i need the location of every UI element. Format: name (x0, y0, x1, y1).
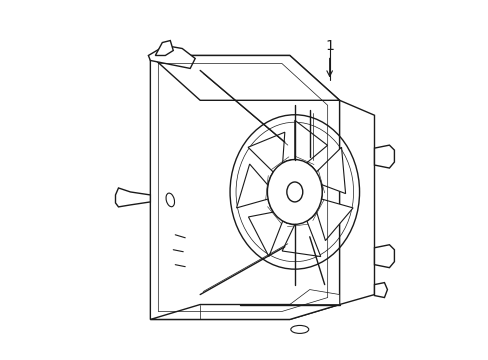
Polygon shape (247, 132, 284, 173)
Ellipse shape (286, 182, 302, 202)
Polygon shape (374, 283, 386, 298)
Polygon shape (150, 55, 339, 319)
Polygon shape (294, 120, 327, 165)
Polygon shape (150, 55, 339, 100)
Ellipse shape (290, 325, 308, 333)
Polygon shape (315, 199, 352, 240)
Ellipse shape (286, 182, 302, 202)
Polygon shape (150, 305, 339, 319)
Polygon shape (282, 219, 320, 257)
Ellipse shape (267, 159, 322, 224)
Ellipse shape (166, 193, 174, 207)
Polygon shape (236, 164, 269, 208)
Polygon shape (155, 41, 173, 55)
Polygon shape (374, 245, 394, 268)
Polygon shape (115, 188, 150, 207)
Polygon shape (289, 289, 339, 305)
Ellipse shape (267, 159, 322, 224)
Text: 1: 1 (325, 39, 333, 53)
Polygon shape (314, 147, 345, 194)
Polygon shape (248, 212, 283, 257)
Polygon shape (148, 45, 195, 68)
Polygon shape (339, 100, 374, 305)
Polygon shape (374, 145, 394, 168)
